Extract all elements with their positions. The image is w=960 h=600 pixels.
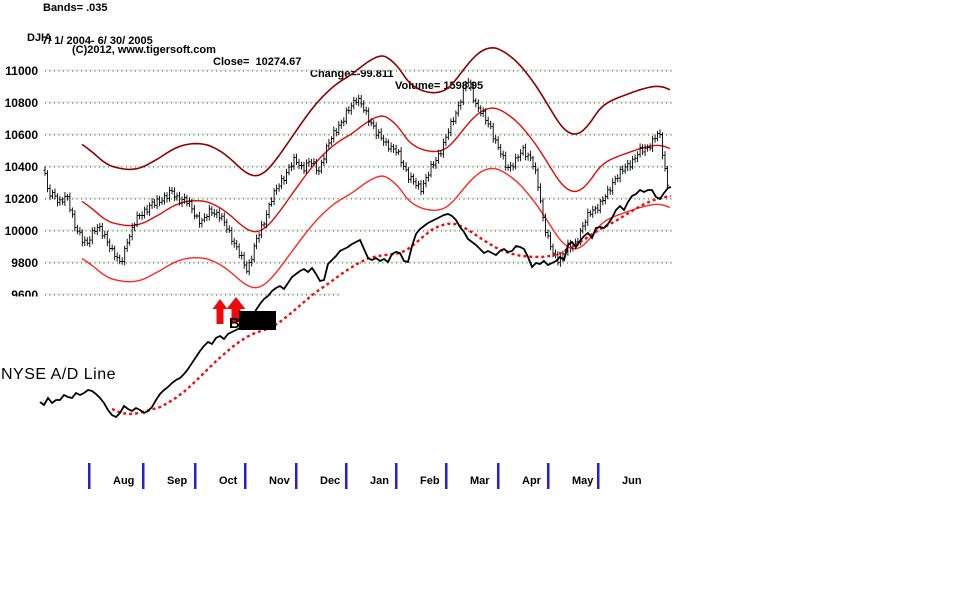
month-label: Jan (370, 475, 389, 487)
date-range-label: 7/ 1/ 2004- 6/ 30/ 2005 (42, 35, 153, 47)
y-axis-label: 10200 (5, 192, 39, 206)
y-axis-label: 9600 (11, 288, 38, 302)
symbol-label: DJIA (27, 32, 53, 44)
month-label: Dec (320, 475, 340, 487)
month-tick (88, 463, 91, 489)
y-axis-label: 10800 (5, 96, 39, 110)
month-label: Mar (470, 475, 490, 487)
ad-line-label: NYSE A/D Line (1, 366, 116, 383)
month-tick (445, 463, 448, 489)
month-tick (597, 463, 600, 489)
month-tick (345, 463, 348, 489)
buy-arrow-icon (212, 299, 228, 324)
upper-band-line (81, 46, 671, 177)
y-axis-label: 11000 (5, 64, 38, 78)
copyright-label: (C)2012, www.tigersoft.com (72, 44, 216, 56)
y-axis-label: 10600 (5, 128, 39, 142)
month-label: Oct (219, 475, 238, 487)
ad-line (39, 186, 672, 419)
month-label: Nov (269, 475, 291, 487)
month-label: Jun (622, 475, 642, 487)
month-tick (395, 463, 398, 489)
y-axis-label: 9800 (11, 256, 38, 270)
month-tick (497, 463, 500, 489)
buy-arrow-icon (226, 297, 246, 322)
close-value-label: Close= 10274.67 (213, 56, 302, 68)
buy-signal-label: B (229, 315, 240, 332)
month-tick (244, 463, 247, 489)
month-tick (194, 463, 197, 489)
month-label: Apr (522, 475, 542, 487)
month-tick (295, 463, 298, 489)
ad-ma-dotted-line (111, 194, 672, 416)
month-tick (142, 463, 145, 489)
signal-box (239, 311, 276, 330)
month-label: Aug (113, 475, 134, 487)
lower-band-line (81, 167, 671, 289)
month-label: Sep (167, 475, 187, 487)
bands-setting-label: Bands= .035 (43, 2, 108, 14)
price-ohlc-bars (43, 77, 670, 276)
month-tick (547, 463, 550, 489)
month-label: May (572, 475, 594, 487)
y-axis-label: 10000 (5, 224, 39, 238)
month-label: Feb (420, 475, 440, 487)
y-axis-label: 10400 (5, 160, 39, 174)
